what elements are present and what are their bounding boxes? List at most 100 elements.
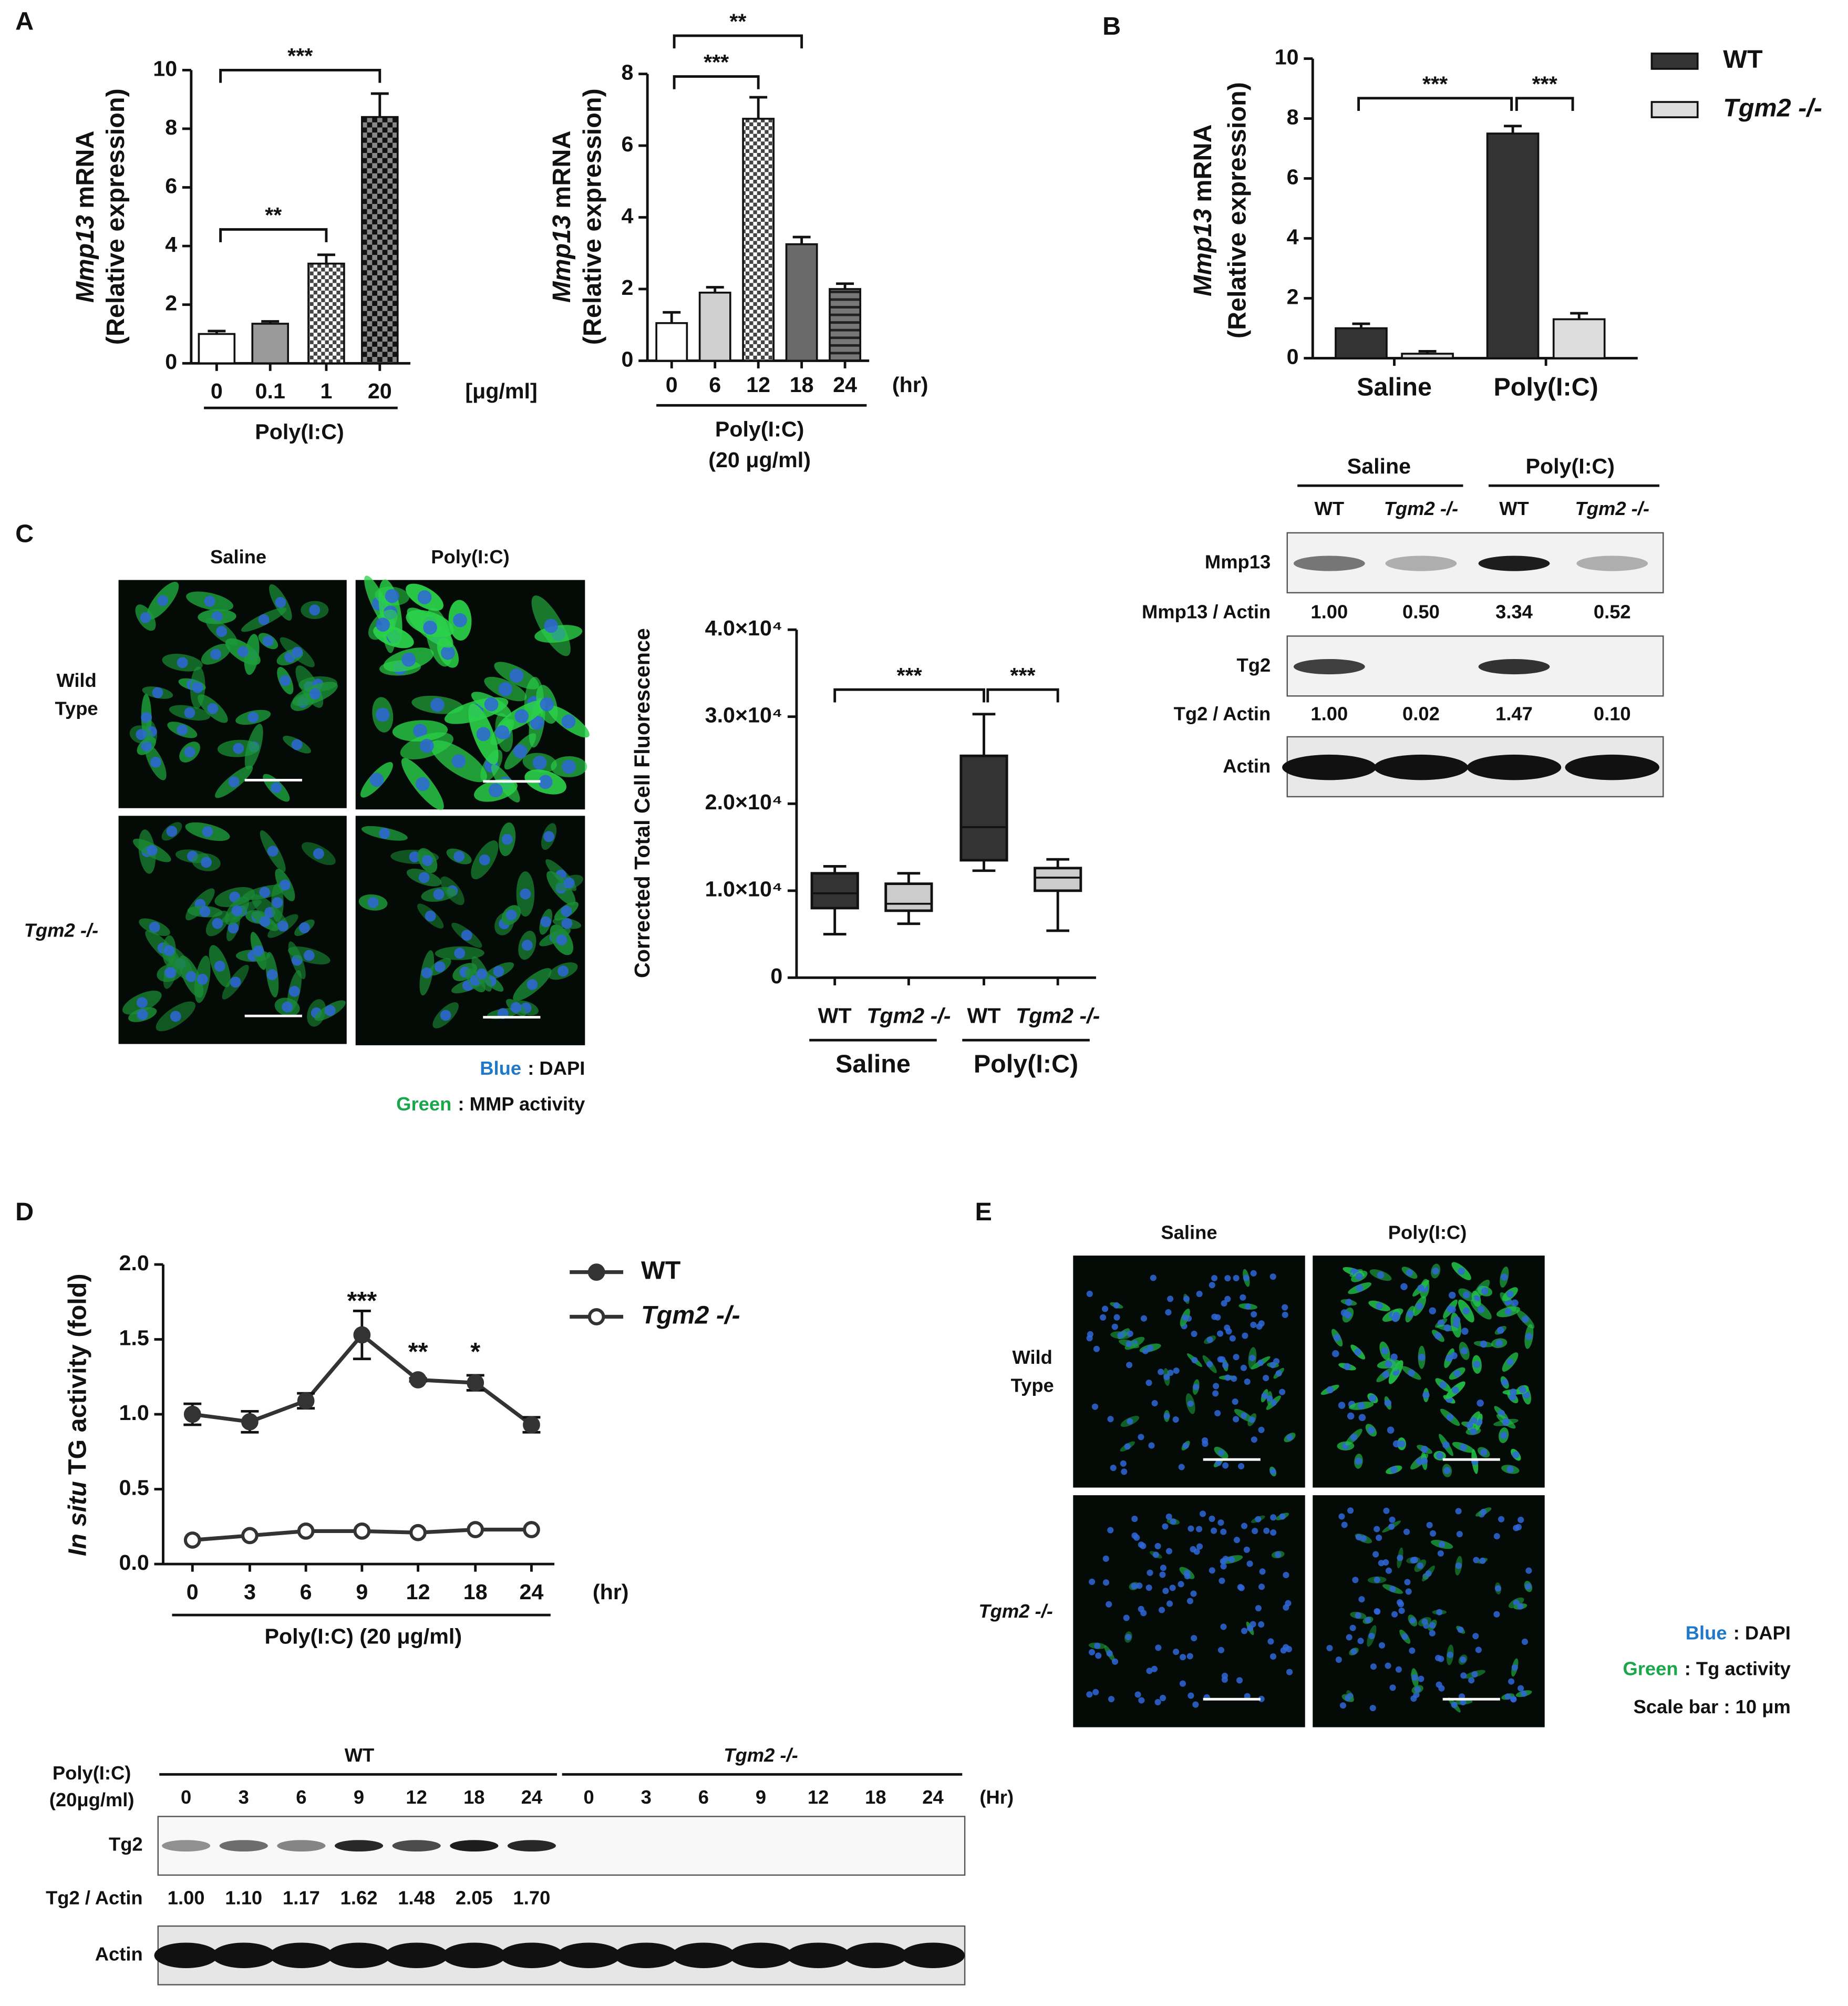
nucleus [1219, 1356, 1226, 1363]
x-tick-label: WT [967, 1003, 1000, 1027]
bar [307, 262, 345, 365]
nucleus [1246, 1560, 1253, 1567]
y-axis-label: In situ TG activity (fold) [63, 1274, 91, 1557]
nucleus [454, 948, 466, 959]
stain-legend-part: : DAPI [1733, 1622, 1791, 1643]
ratio-label: 1.00 [1310, 601, 1348, 622]
nucleus [210, 649, 222, 660]
nucleus [177, 724, 188, 736]
nucleus [228, 776, 240, 788]
nucleus [1248, 1416, 1255, 1423]
nucleus [563, 877, 575, 889]
nucleus [1117, 1332, 1124, 1339]
x-tick-label: 0.1 [255, 379, 285, 403]
nucleus [1187, 1400, 1194, 1407]
blot-band [1293, 659, 1365, 675]
panel-label: E [975, 1198, 992, 1226]
nucleus [1446, 1414, 1454, 1421]
nucleus [1217, 1647, 1224, 1653]
significance-label: *** [897, 663, 922, 687]
nucleus [484, 697, 499, 712]
nucleus [1224, 1324, 1231, 1331]
row-label: Type [55, 698, 98, 719]
nucleus [1448, 1291, 1456, 1299]
nucleus [1257, 1360, 1264, 1366]
legend-marker [587, 1263, 605, 1281]
lane-label: 6 [698, 1786, 709, 1808]
nucleus [1425, 1570, 1432, 1577]
nucleus [1382, 1559, 1389, 1566]
nucleus [1396, 1599, 1403, 1606]
nucleus [1395, 1666, 1402, 1673]
nucleus [409, 851, 420, 862]
stain-legend-part: Blue [480, 1057, 521, 1079]
box [1034, 867, 1082, 892]
marker [353, 1326, 371, 1344]
lane-label: 9 [354, 1786, 364, 1808]
blot-band [1282, 754, 1377, 780]
y-tick-label: 1.5 [119, 1325, 149, 1350]
blot-band [843, 1942, 907, 1968]
nucleus [505, 909, 517, 921]
y-tick-label: 4.0×10⁴ [705, 616, 783, 640]
nucleus [1443, 1324, 1451, 1332]
nucleus [369, 773, 384, 787]
nucleus [556, 934, 567, 945]
nucleus [1480, 1448, 1488, 1456]
treatment-label: Poly(I:C) [53, 1762, 131, 1784]
nucleus [1509, 1393, 1516, 1401]
nucleus [451, 754, 466, 768]
nucleus [1502, 1417, 1510, 1425]
nucleus [1517, 1603, 1524, 1610]
nucleus [1241, 1522, 1248, 1529]
stain-legend-part: : Tg activity [1685, 1658, 1791, 1679]
stain-legend-part: Green [1623, 1658, 1678, 1679]
nucleus [231, 905, 243, 917]
bar [829, 288, 862, 362]
nucleus [1275, 1370, 1282, 1377]
nucleus [292, 646, 303, 658]
lane-label: 3 [239, 1786, 249, 1808]
nucleus [1477, 1400, 1484, 1407]
nucleus [1113, 1314, 1120, 1321]
nucleus [1404, 1579, 1411, 1586]
y-tick-label: 0 [1287, 344, 1299, 368]
x-unit: (hr) [892, 373, 928, 397]
nucleus [1158, 1607, 1165, 1613]
nucleus [1142, 1347, 1149, 1354]
nucleus [1283, 1571, 1289, 1579]
nucleus [543, 831, 554, 842]
nucleus [1358, 1414, 1366, 1422]
nucleus [1158, 1369, 1164, 1375]
lane-label: 9 [756, 1786, 766, 1808]
nucleus [1389, 1684, 1396, 1691]
nucleus [1463, 1291, 1470, 1299]
nucleus [309, 604, 321, 616]
nucleus [1421, 1618, 1428, 1625]
blot-band [392, 1840, 441, 1852]
ratio-label: 0.10 [1594, 703, 1631, 724]
nucleus [440, 1010, 451, 1021]
nucleus [1211, 1274, 1218, 1282]
nucleus [1184, 1573, 1191, 1580]
nucleus [1481, 1287, 1489, 1295]
blot-band [1565, 754, 1660, 780]
nucleus [1209, 1567, 1215, 1574]
nucleus [1350, 1433, 1358, 1441]
panel-label: C [15, 520, 34, 548]
ratio-label: 0.52 [1594, 601, 1631, 622]
x-tick-label: 24 [520, 1580, 544, 1604]
nucleus [1400, 1283, 1408, 1291]
nucleus [1178, 1464, 1185, 1470]
lane-label: 24 [922, 1786, 944, 1808]
nucleus [266, 969, 278, 981]
lane-label: 6 [296, 1786, 306, 1808]
lane-label: 18 [463, 1786, 484, 1808]
nucleus [413, 724, 427, 738]
nucleus [1405, 1588, 1412, 1595]
nucleus [271, 782, 282, 794]
y-tick-label: 10 [1275, 45, 1299, 69]
nucleus [177, 657, 188, 668]
nucleus [1421, 1446, 1428, 1453]
nucleus [1269, 1653, 1277, 1660]
